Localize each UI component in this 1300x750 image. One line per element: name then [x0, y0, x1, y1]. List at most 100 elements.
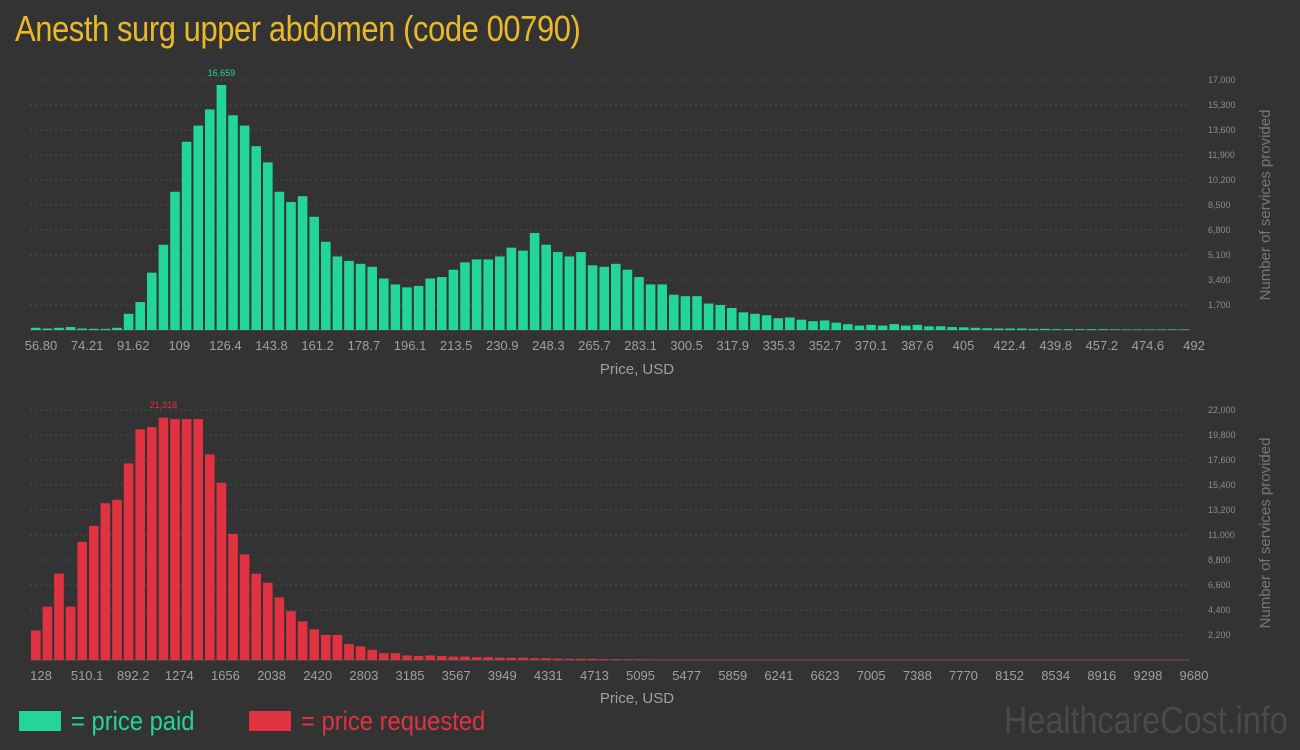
x-axis-label: Price, USD	[600, 690, 674, 707]
bar	[634, 659, 644, 660]
bar	[135, 302, 145, 330]
x-tick-label: 248.3	[532, 338, 565, 353]
bar	[379, 653, 389, 660]
bar	[518, 657, 528, 660]
x-axis-label: Price, USD	[600, 361, 674, 378]
bar	[669, 294, 679, 330]
bar	[1051, 329, 1062, 330]
bar	[645, 284, 656, 330]
x-tick-label: 6241	[764, 668, 793, 683]
bar	[750, 313, 760, 330]
bar	[425, 278, 435, 330]
x-tick-label: 7770	[949, 668, 978, 683]
bar	[1063, 329, 1073, 330]
x-tick-label: 126.4	[209, 338, 242, 353]
legend-item-price-requested: = price requested	[249, 706, 510, 736]
bar	[692, 296, 702, 330]
x-tick-label: 8152	[995, 668, 1024, 683]
bar	[553, 658, 563, 660]
peak-value-label: 16,659	[208, 68, 236, 78]
x-tick-label: 352.7	[809, 338, 842, 353]
bar	[321, 635, 331, 660]
x-tick-label: 4331	[534, 668, 563, 683]
bar	[170, 191, 180, 330]
x-tick-label: 892.2	[117, 668, 150, 683]
bar	[413, 656, 424, 660]
bar	[390, 284, 401, 330]
x-tick-label: 3567	[442, 668, 471, 683]
bar	[297, 196, 308, 330]
y-tick-label: 13,600	[1208, 125, 1236, 135]
bar	[263, 582, 273, 660]
x-tick-label: 335.3	[763, 338, 796, 353]
bar	[703, 303, 714, 330]
bar	[599, 659, 609, 660]
bar	[89, 525, 99, 660]
bar	[309, 216, 319, 330]
bar	[680, 296, 691, 330]
bar	[866, 324, 876, 330]
bar	[402, 655, 412, 660]
x-tick-label: 161.2	[301, 338, 334, 353]
bar	[89, 328, 99, 330]
bar	[54, 573, 64, 660]
bar	[286, 611, 296, 660]
x-tick-label: 1656	[211, 668, 240, 683]
bar	[228, 533, 238, 660]
bar	[529, 658, 540, 660]
bar	[77, 328, 87, 330]
x-tick-label: 2038	[257, 668, 286, 683]
y-tick-label: 10,200	[1208, 175, 1236, 185]
bar	[65, 606, 76, 660]
bar	[541, 244, 551, 330]
x-tick-label: 9680	[1180, 668, 1209, 683]
y-tick-label: 6,600	[1208, 580, 1231, 590]
bar	[448, 269, 459, 330]
bar	[506, 657, 517, 660]
bar	[518, 250, 528, 330]
bar	[599, 266, 609, 330]
bar	[483, 657, 493, 660]
bar	[460, 262, 470, 330]
x-tick-label: 56.80	[25, 338, 58, 353]
y-tick-label: 3,400	[1208, 275, 1231, 285]
x-tick-label: 405	[953, 338, 975, 353]
bar	[112, 327, 122, 330]
y-tick-label: 11,900	[1208, 150, 1235, 160]
bar	[1109, 329, 1120, 330]
bar	[274, 191, 285, 330]
bar	[379, 278, 389, 330]
bar	[251, 573, 261, 660]
bar	[216, 482, 227, 660]
x-tick-label: 91.62	[117, 338, 150, 353]
bar	[1133, 329, 1143, 330]
x-tick-label: 422.4	[993, 338, 1026, 353]
bar	[437, 656, 447, 660]
bar	[31, 327, 41, 330]
bar	[309, 629, 319, 660]
y-tick-label: 4,400	[1208, 605, 1231, 615]
bar	[77, 541, 87, 660]
bar	[355, 646, 366, 660]
bar	[216, 85, 227, 330]
x-tick-label: 109	[168, 338, 190, 353]
bar	[425, 655, 435, 660]
bar	[437, 277, 447, 330]
bar	[773, 318, 783, 330]
x-tick-label: 387.6	[901, 338, 934, 353]
bar	[286, 202, 296, 330]
y-tick-label: 17,600	[1208, 455, 1236, 465]
bar	[228, 115, 238, 330]
bar	[205, 109, 215, 330]
page-title: Anesth surg upper abdomen (code 00790)	[15, 8, 581, 49]
y-tick-label: 8,500	[1208, 200, 1231, 210]
bar	[1156, 329, 1166, 330]
y-tick-label: 22,000	[1208, 405, 1236, 415]
bar	[1167, 329, 1178, 330]
bar	[274, 597, 285, 660]
x-tick-label: 5095	[626, 668, 655, 683]
bar	[611, 263, 621, 330]
x-tick-label: 7005	[857, 668, 886, 683]
bar	[367, 649, 377, 660]
